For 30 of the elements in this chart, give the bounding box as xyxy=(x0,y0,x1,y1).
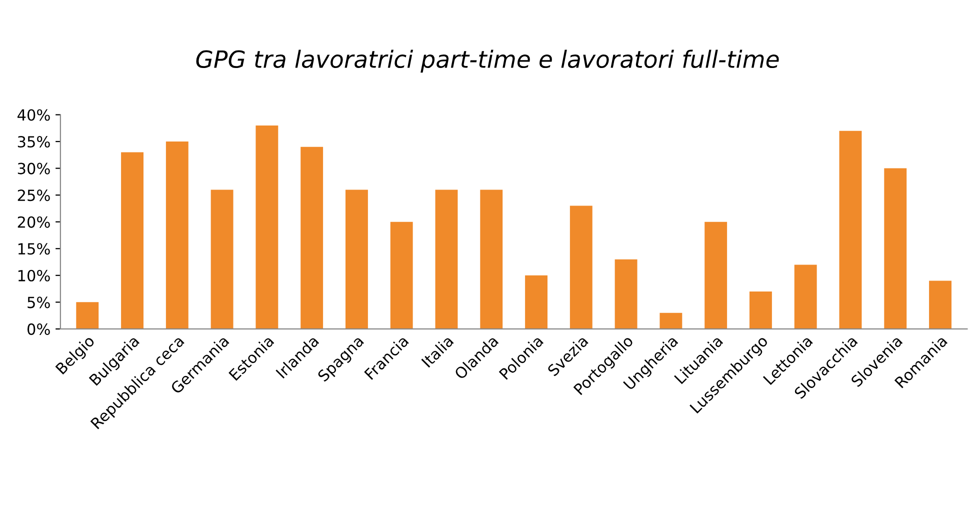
y-tick-label: 0% xyxy=(28,323,50,335)
bar xyxy=(614,259,638,329)
y-tick-label: 10% xyxy=(18,270,50,282)
bar xyxy=(76,302,99,329)
bar xyxy=(435,190,458,329)
bar xyxy=(210,190,234,329)
bar xyxy=(300,146,324,329)
bar xyxy=(166,142,188,329)
y-tick-label: 25% xyxy=(18,190,50,202)
bar xyxy=(839,130,862,329)
bar xyxy=(390,222,413,329)
bar xyxy=(749,291,772,329)
bar xyxy=(660,312,682,329)
bar xyxy=(570,206,592,329)
bar xyxy=(794,264,817,329)
y-tick-label: 30% xyxy=(18,162,50,174)
y-tick-label: 40% xyxy=(18,109,50,121)
bar xyxy=(256,125,278,329)
bar xyxy=(121,152,144,329)
bar xyxy=(345,190,368,329)
y-tick-label: 20% xyxy=(18,216,50,228)
bar xyxy=(480,190,503,329)
chart-title: GPG tra lavoratrici part-time e lavoratori full-time xyxy=(196,50,779,73)
bar xyxy=(704,222,728,329)
bar xyxy=(929,280,952,329)
bar xyxy=(525,275,548,329)
y-tick-label: 35% xyxy=(18,136,50,148)
y-tick-label: 5% xyxy=(28,296,50,308)
bar xyxy=(884,168,907,329)
y-tick-label: 15% xyxy=(18,243,50,255)
